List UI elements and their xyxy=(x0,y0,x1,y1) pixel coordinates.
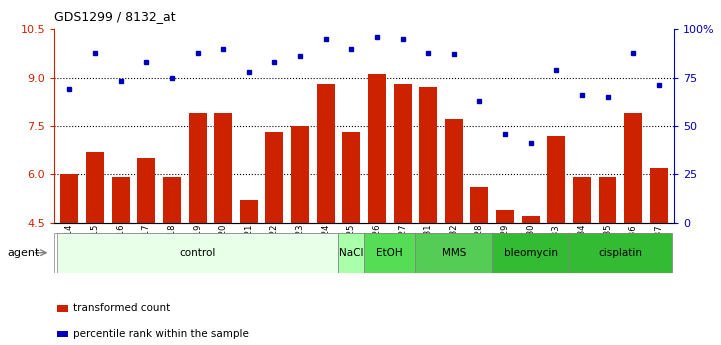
Bar xyxy=(86,152,104,223)
Bar xyxy=(57,331,68,337)
Text: GDS1299 / 8132_at: GDS1299 / 8132_at xyxy=(54,10,176,23)
Bar xyxy=(112,177,130,223)
Bar xyxy=(61,174,79,223)
Bar xyxy=(419,87,437,223)
Text: percentile rank within the sample: percentile rank within the sample xyxy=(73,329,249,339)
Bar xyxy=(573,177,591,223)
Bar xyxy=(569,233,671,273)
Bar xyxy=(240,200,258,223)
Text: bleomycin: bleomycin xyxy=(504,248,557,258)
Bar xyxy=(522,216,539,223)
Bar xyxy=(368,75,386,223)
Bar xyxy=(496,210,514,223)
Text: cisplatin: cisplatin xyxy=(598,248,642,258)
Text: control: control xyxy=(180,248,216,258)
Bar xyxy=(317,84,335,223)
Bar xyxy=(650,168,668,223)
Bar xyxy=(624,113,642,223)
Bar xyxy=(598,177,616,223)
Bar xyxy=(57,305,68,312)
Bar xyxy=(492,233,569,273)
Bar xyxy=(364,233,415,273)
Text: NaCl: NaCl xyxy=(339,248,363,258)
Bar xyxy=(214,113,232,223)
Bar xyxy=(342,132,360,223)
Bar xyxy=(137,158,155,223)
Bar xyxy=(394,84,412,223)
Bar xyxy=(415,233,492,273)
Bar xyxy=(189,113,206,223)
Text: MMS: MMS xyxy=(441,248,466,258)
Bar xyxy=(291,126,309,223)
Bar xyxy=(547,136,565,223)
Bar xyxy=(338,233,364,273)
Bar xyxy=(470,187,488,223)
Bar xyxy=(57,233,338,273)
Bar xyxy=(265,132,283,223)
Text: EtOH: EtOH xyxy=(376,248,403,258)
Bar xyxy=(445,119,463,223)
Bar xyxy=(163,177,181,223)
Text: transformed count: transformed count xyxy=(73,303,170,313)
Text: agent: agent xyxy=(7,248,40,258)
